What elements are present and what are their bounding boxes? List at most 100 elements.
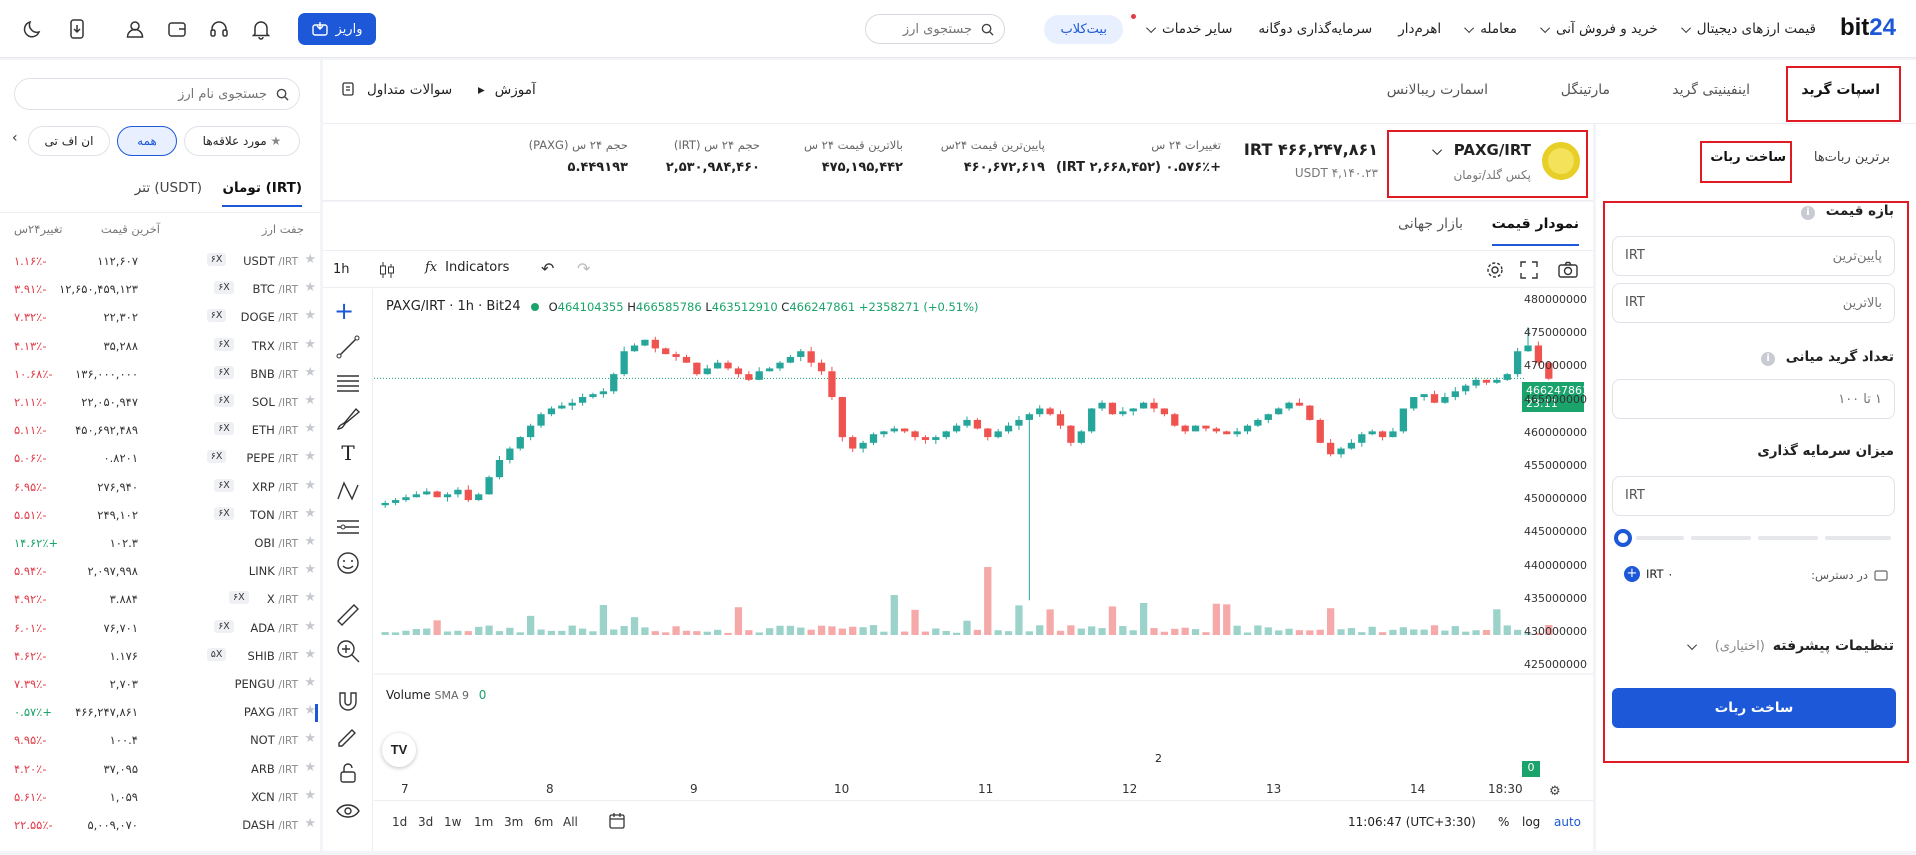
- tab-smart-rebalance[interactable]: اسمارت ریبالانس: [1386, 82, 1488, 98]
- tab-infinity-grid[interactable]: اینفینیتی گرید: [1672, 82, 1750, 98]
- deposit-button[interactable]: واریز: [298, 13, 376, 45]
- tab-toman[interactable]: تومان (IRT): [222, 180, 302, 207]
- brush-icon[interactable]: [334, 405, 362, 433]
- timeframe-all[interactable]: All: [563, 815, 578, 829]
- investment-slider[interactable]: [1614, 529, 1896, 547]
- download-app-icon[interactable]: [66, 18, 88, 40]
- market-row[interactable]: ★ NOT /IRT ۱۰۰.۴ -۹.۹۵٪: [0, 726, 318, 754]
- candle-type-icon[interactable]: [378, 260, 396, 280]
- market-row[interactable]: ★ XRP /IRT ۶X ۲۷۶,۹۴۰ -۶.۹۵٪: [0, 473, 318, 501]
- filter-favorites[interactable]: ★ مورد علاقه‌ها: [184, 126, 300, 156]
- market-row[interactable]: ★ BNB /IRT ۶X ۱۳۶,۰۰۰,۰۰۰ -۱۰.۶۸٪: [0, 360, 318, 388]
- favorite-star-icon[interactable]: ★: [304, 280, 316, 296]
- market-row[interactable]: ★ LINK /IRT ۲,۰۹۷,۹۹۸ -۵.۹۴٪: [0, 557, 318, 585]
- pair-selector[interactable]: PAXG/IRT: [1432, 141, 1531, 159]
- tab-spot-grid[interactable]: اسپات گرید: [1801, 82, 1880, 98]
- favorite-star-icon[interactable]: ★: [304, 505, 316, 521]
- wallet-icon[interactable]: [166, 18, 188, 40]
- tradingview-logo[interactable]: TV: [382, 733, 416, 767]
- market-row[interactable]: ★ PEPE /IRT ۶X ۰.۸۲۰۱ -۵.۰۶٪: [0, 444, 318, 472]
- dark-mode-moon-icon[interactable]: [22, 18, 44, 40]
- undo-icon[interactable]: ↶: [541, 259, 555, 278]
- timeframe-1w[interactable]: 1w: [444, 815, 462, 829]
- market-row[interactable]: ★ ETH /IRT ۶X ۴۵۰,۶۹۲,۴۸۹ -۵.۱۱٪: [0, 416, 318, 444]
- favorite-star-icon[interactable]: ★: [304, 646, 316, 662]
- faq-link[interactable]: سوالات متداول: [341, 82, 452, 98]
- tab-top-bots[interactable]: برترین ربات‌ها: [1813, 150, 1890, 165]
- favorite-star-icon[interactable]: ★: [304, 703, 316, 719]
- favorite-star-icon[interactable]: ★: [304, 393, 316, 408]
- lowest-price-input[interactable]: [1612, 236, 1895, 276]
- header-last-price[interactable]: آخرین قیمت: [100, 222, 160, 236]
- menu-other-services[interactable]: سایر خدمات: [1146, 21, 1232, 37]
- favorite-star-icon[interactable]: ★: [304, 675, 316, 690]
- create-bot-button[interactable]: ساخت ربات: [1612, 688, 1896, 728]
- filter-all[interactable]: همه: [117, 126, 177, 156]
- bitclub-button[interactable]: بیت‌کلاب: [1044, 14, 1123, 44]
- market-row[interactable]: ★ DASH /IRT ۵,۰۰۹,۰۷۰ -۲۲.۵۵٪: [0, 811, 318, 839]
- timeframe-1d[interactable]: 1d: [392, 815, 408, 829]
- favorite-star-icon[interactable]: ★: [304, 364, 316, 380]
- filter-nft[interactable]: ان اف تی: [28, 126, 110, 156]
- favorite-star-icon[interactable]: ★: [304, 731, 316, 747]
- market-row[interactable]: ★ TRX /IRT ۶X ۳۵,۲۸۸ -۴.۱۳٪: [0, 332, 318, 360]
- redo-icon[interactable]: ↷: [577, 259, 591, 278]
- favorite-star-icon[interactable]: ★: [304, 787, 316, 803]
- favorite-star-icon[interactable]: ★: [304, 590, 316, 606]
- axis-settings-icon[interactable]: ⚙: [1549, 784, 1561, 799]
- investment-input[interactable]: [1612, 476, 1895, 516]
- favorite-star-icon[interactable]: ★: [304, 449, 316, 465]
- favorite-star-icon[interactable]: ★: [304, 816, 316, 831]
- trendline-icon[interactable]: [334, 333, 362, 361]
- indicators-button[interactable]: fx Indicators: [425, 260, 510, 275]
- favorite-star-icon[interactable]: ★: [304, 308, 316, 324]
- nav-search-input[interactable]: [866, 15, 1004, 43]
- eye-icon[interactable]: [334, 797, 362, 825]
- market-row[interactable]: ★ BTC /IRT ۶X ۱۲,۶۵۰,۴۵۹,۱۲۳ -۳.۹۱٪: [0, 275, 318, 303]
- market-row[interactable]: ★ ADA /IRT ۶X ۷۶,۷۰۱ -۶.۰۱٪: [0, 614, 318, 642]
- headset-icon[interactable]: [208, 18, 230, 40]
- market-row[interactable]: ★ USDT /IRT ۶X ۱۱۲,۶۰۷ -۱.۱۶٪: [0, 247, 318, 275]
- market-row[interactable]: ★ X /IRT ۶X ۳.۸۸۴ -۴.۹۲٪: [0, 585, 318, 613]
- favorite-star-icon[interactable]: ★: [304, 618, 316, 634]
- market-search-input[interactable]: [15, 79, 299, 109]
- zoom-in-icon[interactable]: [334, 637, 362, 665]
- slider-handle[interactable]: [1614, 529, 1632, 547]
- timeframe-6m[interactable]: 6m: [534, 815, 554, 829]
- tab-martingale[interactable]: مارتینگل: [1560, 82, 1610, 98]
- nav-search[interactable]: [865, 14, 1005, 44]
- magnet-icon[interactable]: [334, 687, 362, 715]
- highest-price-input[interactable]: [1612, 283, 1895, 323]
- bell-icon[interactable]: [250, 18, 272, 40]
- favorite-star-icon[interactable]: ★: [304, 336, 316, 352]
- camera-icon[interactable]: [1558, 261, 1578, 279]
- market-row[interactable]: ★ XCN /IRT ۱,۰۵۹ -۵.۶۱٪: [0, 783, 318, 811]
- forecast-icon[interactable]: [334, 513, 362, 541]
- menu-dual-investment[interactable]: سرمایه‌گذاری دوگانه: [1258, 21, 1373, 37]
- menu-crypto-prices[interactable]: قیمت ارزهای دیجیتال: [1680, 21, 1816, 37]
- pattern-icon[interactable]: [334, 477, 362, 505]
- menu-trade[interactable]: معامله: [1464, 21, 1517, 37]
- favorite-star-icon[interactable]: ★: [304, 562, 316, 578]
- settings-gear-icon[interactable]: [1485, 260, 1505, 280]
- date-range-icon[interactable]: [608, 812, 626, 830]
- advanced-settings-toggle[interactable]: تنظیمات پیشرفته (اختیاری): [1686, 638, 1894, 654]
- menu-leverage[interactable]: اهرم‌دار: [1398, 21, 1442, 37]
- header-pair[interactable]: جفت ارز: [261, 222, 304, 236]
- market-row[interactable]: ★ TON /IRT ۶X ۲۴۹,۱۰۲ -۵.۵۱٪: [0, 501, 318, 529]
- text-tool-icon[interactable]: T: [341, 441, 355, 465]
- user-icon[interactable]: [124, 18, 146, 40]
- emoji-icon[interactable]: [334, 549, 362, 577]
- market-row[interactable]: ★ PAXG /IRT ۴۶۶,۲۴۷,۸۶۱ +۰.۵۷٪: [0, 698, 318, 726]
- lock-pencil-icon[interactable]: [334, 723, 362, 751]
- learn-link[interactable]: ▸ آموزش: [478, 82, 536, 98]
- grid-count-input[interactable]: [1612, 379, 1895, 419]
- favorite-star-icon[interactable]: ★: [304, 421, 316, 437]
- market-row[interactable]: ★ OBI /IRT ۱۰۲.۳ +۱۴.۶۲٪: [0, 529, 318, 557]
- market-row[interactable]: ★ DOGE /IRT ۶X ۲۲,۳۰۲ -۷.۳۲٪: [0, 303, 318, 331]
- tab-price-chart[interactable]: نمودار قیمت: [1491, 216, 1579, 246]
- bit24-logo[interactable]: bit24: [1839, 14, 1896, 41]
- market-row[interactable]: ★ PENGU /IRT ۲,۷۰۳ -۷.۳۹٪: [0, 670, 318, 698]
- clock-readout[interactable]: 11:06:47 (UTC+3:30): [1348, 815, 1476, 829]
- header-change[interactable]: تغییر۲۴س: [14, 222, 63, 236]
